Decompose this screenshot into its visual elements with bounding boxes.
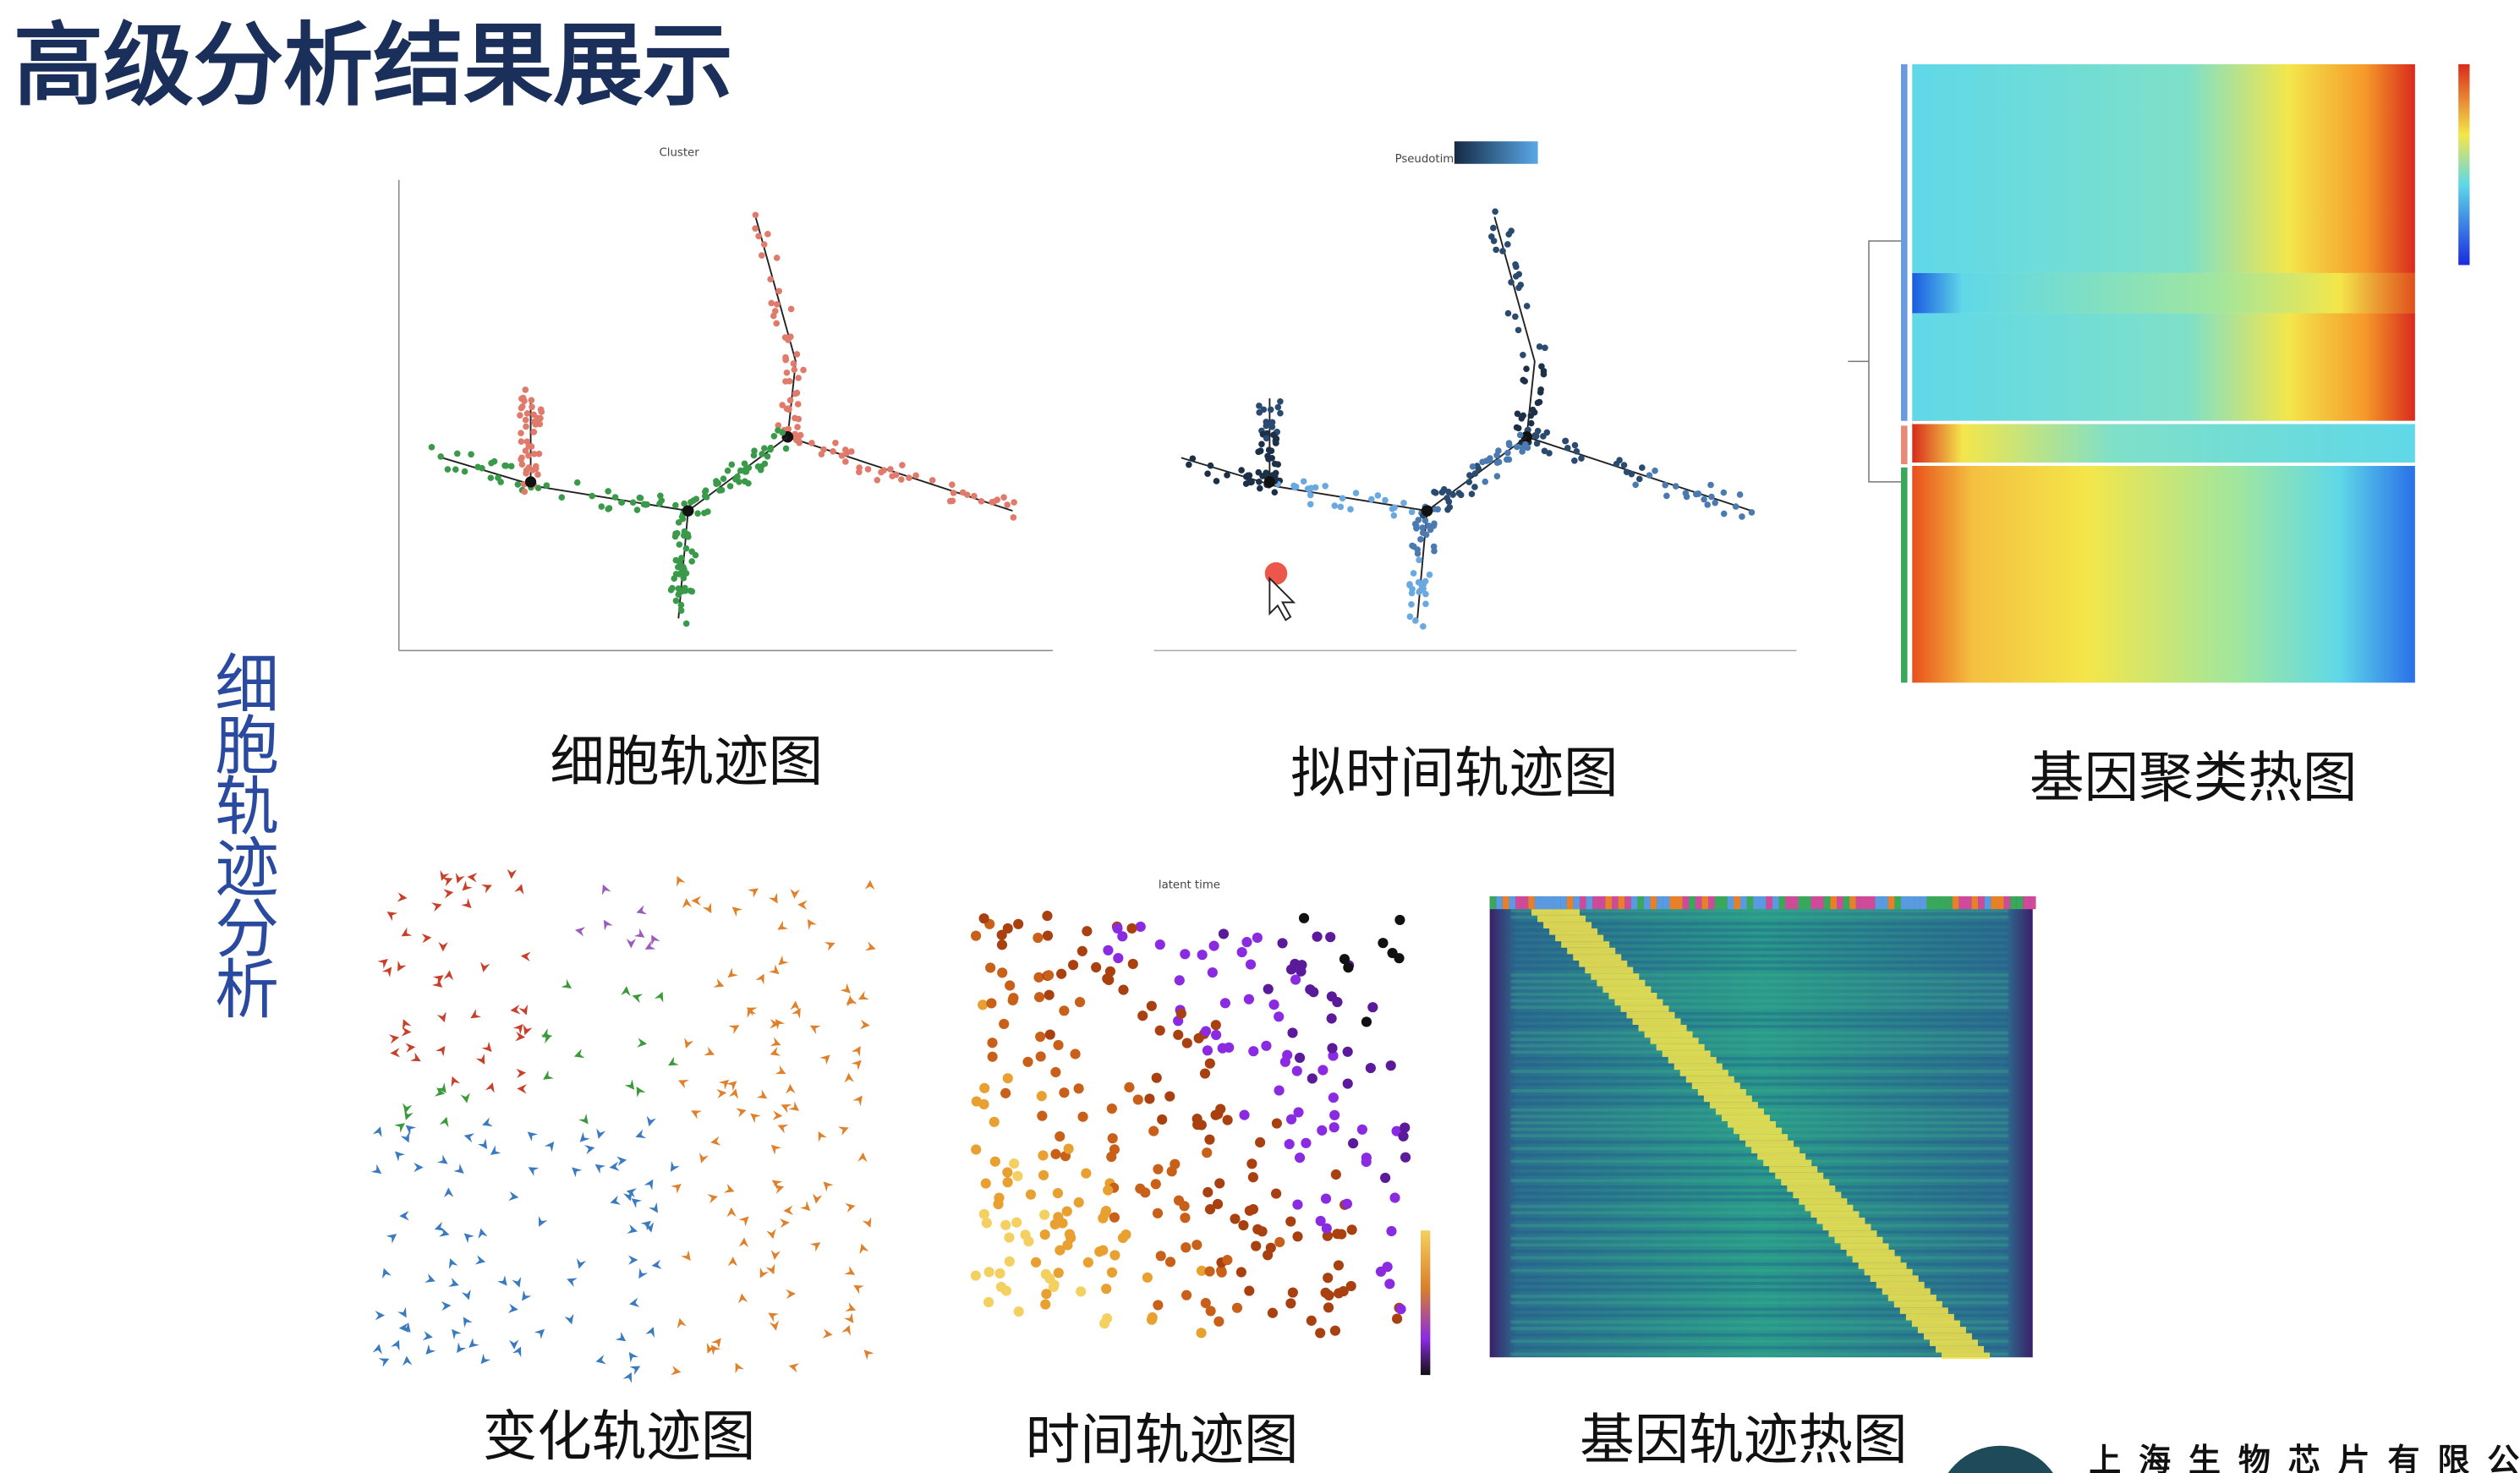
caption: 变化轨迹图 <box>483 1405 756 1469</box>
section-label: 细胞轨迹分析 <box>204 650 279 1018</box>
caption: 基因聚类热图 <box>2030 747 2357 810</box>
logo <box>1948 1445 2053 1473</box>
plot-title: latent time <box>1159 879 1220 892</box>
caption: 细胞轨迹图 <box>550 731 823 794</box>
gene-cluster-heatmap <box>1848 63 2470 683</box>
trajectory-points <box>1181 208 1756 630</box>
caption: 基因轨迹热图 <box>1580 1409 1907 1472</box>
legend-title: Cluster <box>660 146 700 159</box>
legend-title: Pseudotime <box>1395 153 1461 166</box>
velocity-plot <box>370 868 876 1383</box>
slide-title: 高级分析结果展示 <box>14 14 733 118</box>
company-name: 上海生物芯片有限公 <box>2089 1442 2520 1473</box>
gene-trajectory-heatmap <box>1489 896 2036 1360</box>
latent-time-plot: latent time <box>970 879 1431 1376</box>
trajectory-plot: Cluster <box>398 146 1053 652</box>
trajectory-points <box>428 211 1017 627</box>
pseudotime-plot: Pseudotime <box>1153 141 1797 652</box>
caption: 时间轨迹图 <box>1026 1409 1299 1472</box>
caption: 拟时间轨迹图 <box>1290 742 1618 806</box>
